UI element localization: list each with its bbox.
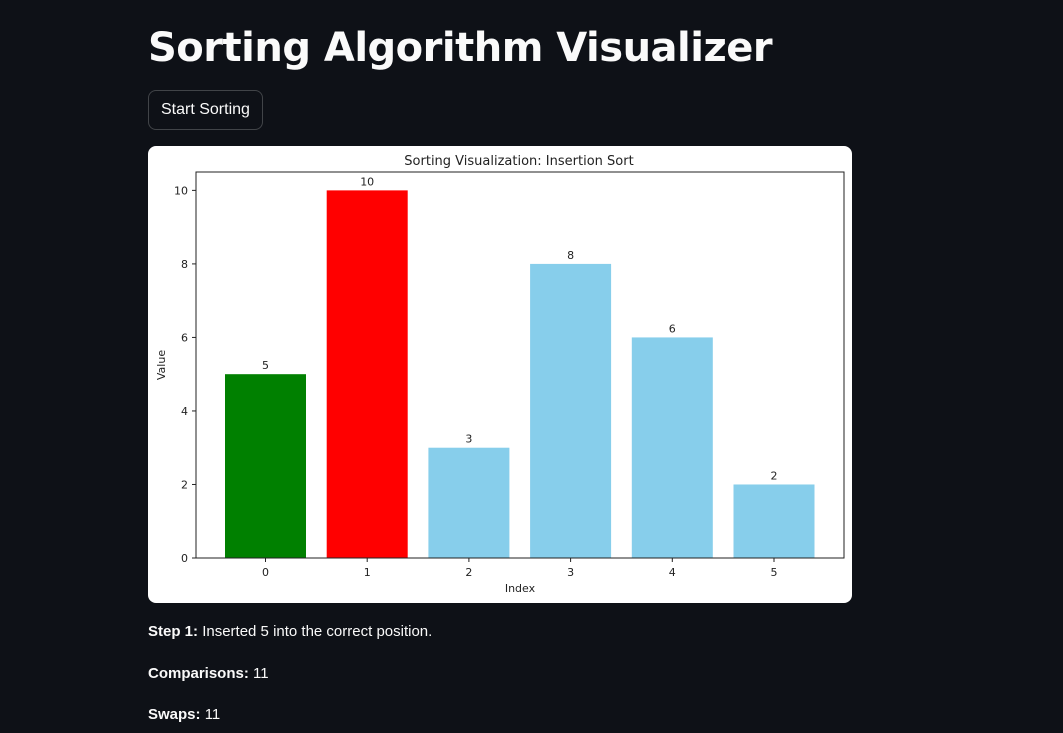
y-tick-label: 8 xyxy=(181,258,188,271)
bar-2 xyxy=(428,447,510,558)
x-tick-label: 3 xyxy=(567,566,574,579)
swaps-value: 11 xyxy=(204,706,221,723)
x-tick-label: 4 xyxy=(669,566,676,579)
step-text: Inserted 5 into the correct position. xyxy=(202,623,433,640)
step-label: Step 1: xyxy=(148,623,199,640)
y-axis-ticks: 0 2 4 6 8 10 xyxy=(174,184,196,565)
plot-frame xyxy=(195,171,845,559)
swaps-label: Swaps: xyxy=(148,706,201,723)
swaps-info: Swaps: 11 xyxy=(148,705,220,725)
x-tick-label: 0 xyxy=(262,566,269,579)
bars-group: 5 10 3 8 6 2 xyxy=(225,175,815,558)
x-axis-label: Index xyxy=(505,582,536,595)
x-tick-label: 1 xyxy=(364,566,371,579)
y-tick-label: 0 xyxy=(181,552,188,565)
bar-5 xyxy=(733,484,815,558)
comparisons-info: Comparisons: 11 xyxy=(148,664,269,684)
y-axis-label: Value xyxy=(155,350,168,380)
bar-value-label: 10 xyxy=(360,175,374,188)
comparisons-value: 11 xyxy=(253,665,269,682)
y-tick-label: 10 xyxy=(174,184,188,197)
x-tick-label: 5 xyxy=(771,566,778,579)
bar-4 xyxy=(631,337,713,558)
x-tick-label: 2 xyxy=(465,566,472,579)
comparisons-label: Comparisons: xyxy=(148,665,249,682)
chart-title: Sorting Visualization: Insertion Sort xyxy=(404,154,633,169)
y-tick-label: 6 xyxy=(181,331,188,344)
page-title: Sorting Algorithm Visualizer xyxy=(148,25,773,71)
bar-value-label: 3 xyxy=(465,433,472,446)
bar-1 xyxy=(326,190,408,558)
bar-value-label: 2 xyxy=(771,469,778,482)
bar-value-label: 6 xyxy=(669,322,676,335)
step-info: Step 1: Inserted 5 into the correct posi… xyxy=(148,622,432,642)
bar-chart: Sorting Visualization: Insertion Sort 5 1… xyxy=(155,154,845,595)
bar-value-label: 5 xyxy=(262,359,269,372)
y-tick-label: 4 xyxy=(181,405,188,418)
start-sorting-button[interactable]: Start Sorting xyxy=(148,90,263,130)
bar-3 xyxy=(530,263,612,558)
bar-value-label: 8 xyxy=(567,249,574,262)
chart-container: Sorting Visualization: Insertion Sort 5 1… xyxy=(148,146,852,603)
y-tick-label: 2 xyxy=(181,478,188,491)
x-axis-ticks: 0 1 2 3 4 5 xyxy=(262,558,778,579)
bar-0 xyxy=(225,374,306,558)
